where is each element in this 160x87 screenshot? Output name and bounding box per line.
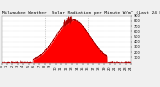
Text: Milwaukee Weather  Solar Radiation per Minute W/m² (Last 24 Hours): Milwaukee Weather Solar Radiation per Mi… [2, 11, 160, 15]
